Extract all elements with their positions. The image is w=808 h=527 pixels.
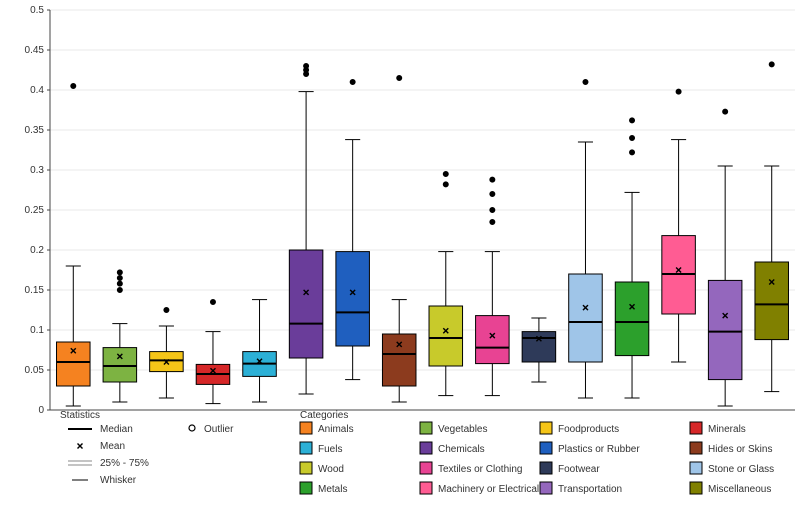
box-stone-or-glass — [569, 274, 603, 362]
legend-label-wood: Wood — [318, 464, 344, 475]
legend-swatch-vegetables — [420, 422, 432, 434]
legend-swatch-metals — [300, 482, 312, 494]
svg-text:Whisker: Whisker — [100, 475, 137, 486]
legend-label-footwear: Footwear — [558, 464, 600, 475]
box-miscellaneous — [755, 262, 789, 340]
legend-label-machinery-or-electrical: Machinery or Electrical — [438, 484, 539, 495]
legend-label-metals: Metals — [318, 484, 347, 495]
svg-text:0.25: 0.25 — [25, 205, 45, 216]
box-chemicals — [289, 250, 323, 358]
legend-swatch-transportation — [540, 482, 552, 494]
legend-label-plastics-or-rubber: Plastics or Rubber — [558, 444, 640, 455]
box-animals — [57, 342, 91, 386]
svg-text:25% - 75%: 25% - 75% — [100, 458, 149, 469]
legend-label-animals: Animals — [318, 424, 354, 435]
svg-text:Median: Median — [100, 424, 133, 435]
legend-label-textiles-or-clothing: Textiles or Clothing — [438, 464, 522, 475]
legend-swatch-machinery-or-electrical — [420, 482, 432, 494]
svg-text:0: 0 — [38, 405, 44, 416]
box-metals — [615, 282, 649, 356]
legend-swatch-textiles-or-clothing — [420, 462, 432, 474]
legend-label-hides-or-skins: Hides or Skins — [708, 444, 772, 455]
legend-categories-title: Categories — [300, 410, 348, 421]
legend-label-stone-or-glass: Stone or Glass — [708, 464, 774, 475]
legend-label-fuels: Fuels — [318, 444, 342, 455]
svg-text:0.5: 0.5 — [30, 5, 44, 16]
legend-swatch-miscellaneous — [690, 482, 702, 494]
legend-swatch-wood — [300, 462, 312, 474]
svg-text:0.05: 0.05 — [25, 365, 45, 376]
svg-text:0.35: 0.35 — [25, 125, 45, 136]
svg-text:0.1: 0.1 — [30, 325, 44, 336]
legend-statistics-title: Statistics — [60, 410, 100, 421]
legend-swatch-chemicals — [420, 442, 432, 454]
legend-outlier-label: Outlier — [204, 424, 234, 435]
box-hides-or-skins — [382, 334, 416, 386]
legend-swatch-animals — [300, 422, 312, 434]
box-transportation — [708, 280, 742, 379]
legend-label-vegetables: Vegetables — [438, 424, 488, 435]
chart-svg: 0 0.05 0.1 0.15 0.2 0.25 0.3 0.35 0.4 0.45 0.5 Stat… — [0, 0, 808, 527]
svg-text:0.2: 0.2 — [30, 245, 44, 256]
legend-label-chemicals: Chemicals — [438, 444, 485, 455]
svg-text:0.3: 0.3 — [30, 165, 44, 176]
svg-text:0.45: 0.45 — [25, 45, 45, 56]
box-vegetables — [103, 348, 137, 382]
box-wood — [429, 306, 463, 366]
box-plastics-or-rubber — [336, 252, 370, 346]
legend-label-minerals: Minerals — [708, 424, 746, 435]
legend-swatch-stone-or-glass — [690, 462, 702, 474]
svg-text:Mean: Mean — [100, 441, 125, 452]
box-footwear — [522, 332, 556, 362]
legend-label-transportation: Transportation — [558, 484, 622, 495]
svg-text:0.15: 0.15 — [25, 285, 45, 296]
legend-swatch-hides-or-skins — [690, 442, 702, 454]
legend-swatch-foodproducts — [540, 422, 552, 434]
legend-swatch-plastics-or-rubber — [540, 442, 552, 454]
legend-swatch-minerals — [690, 422, 702, 434]
legend-label-foodproducts: Foodproducts — [558, 424, 619, 435]
legend-label-miscellaneous: Miscellaneous — [708, 484, 771, 495]
legend-swatch-footwear — [540, 462, 552, 474]
box-textiles-or-clothing — [476, 316, 510, 364]
legend-swatch-fuels — [300, 442, 312, 454]
boxplot-chart: 0 0.05 0.1 0.15 0.2 0.25 0.3 0.35 0.4 0.45 0.5 Stat… — [0, 0, 808, 527]
svg-text:0.4: 0.4 — [30, 85, 44, 96]
